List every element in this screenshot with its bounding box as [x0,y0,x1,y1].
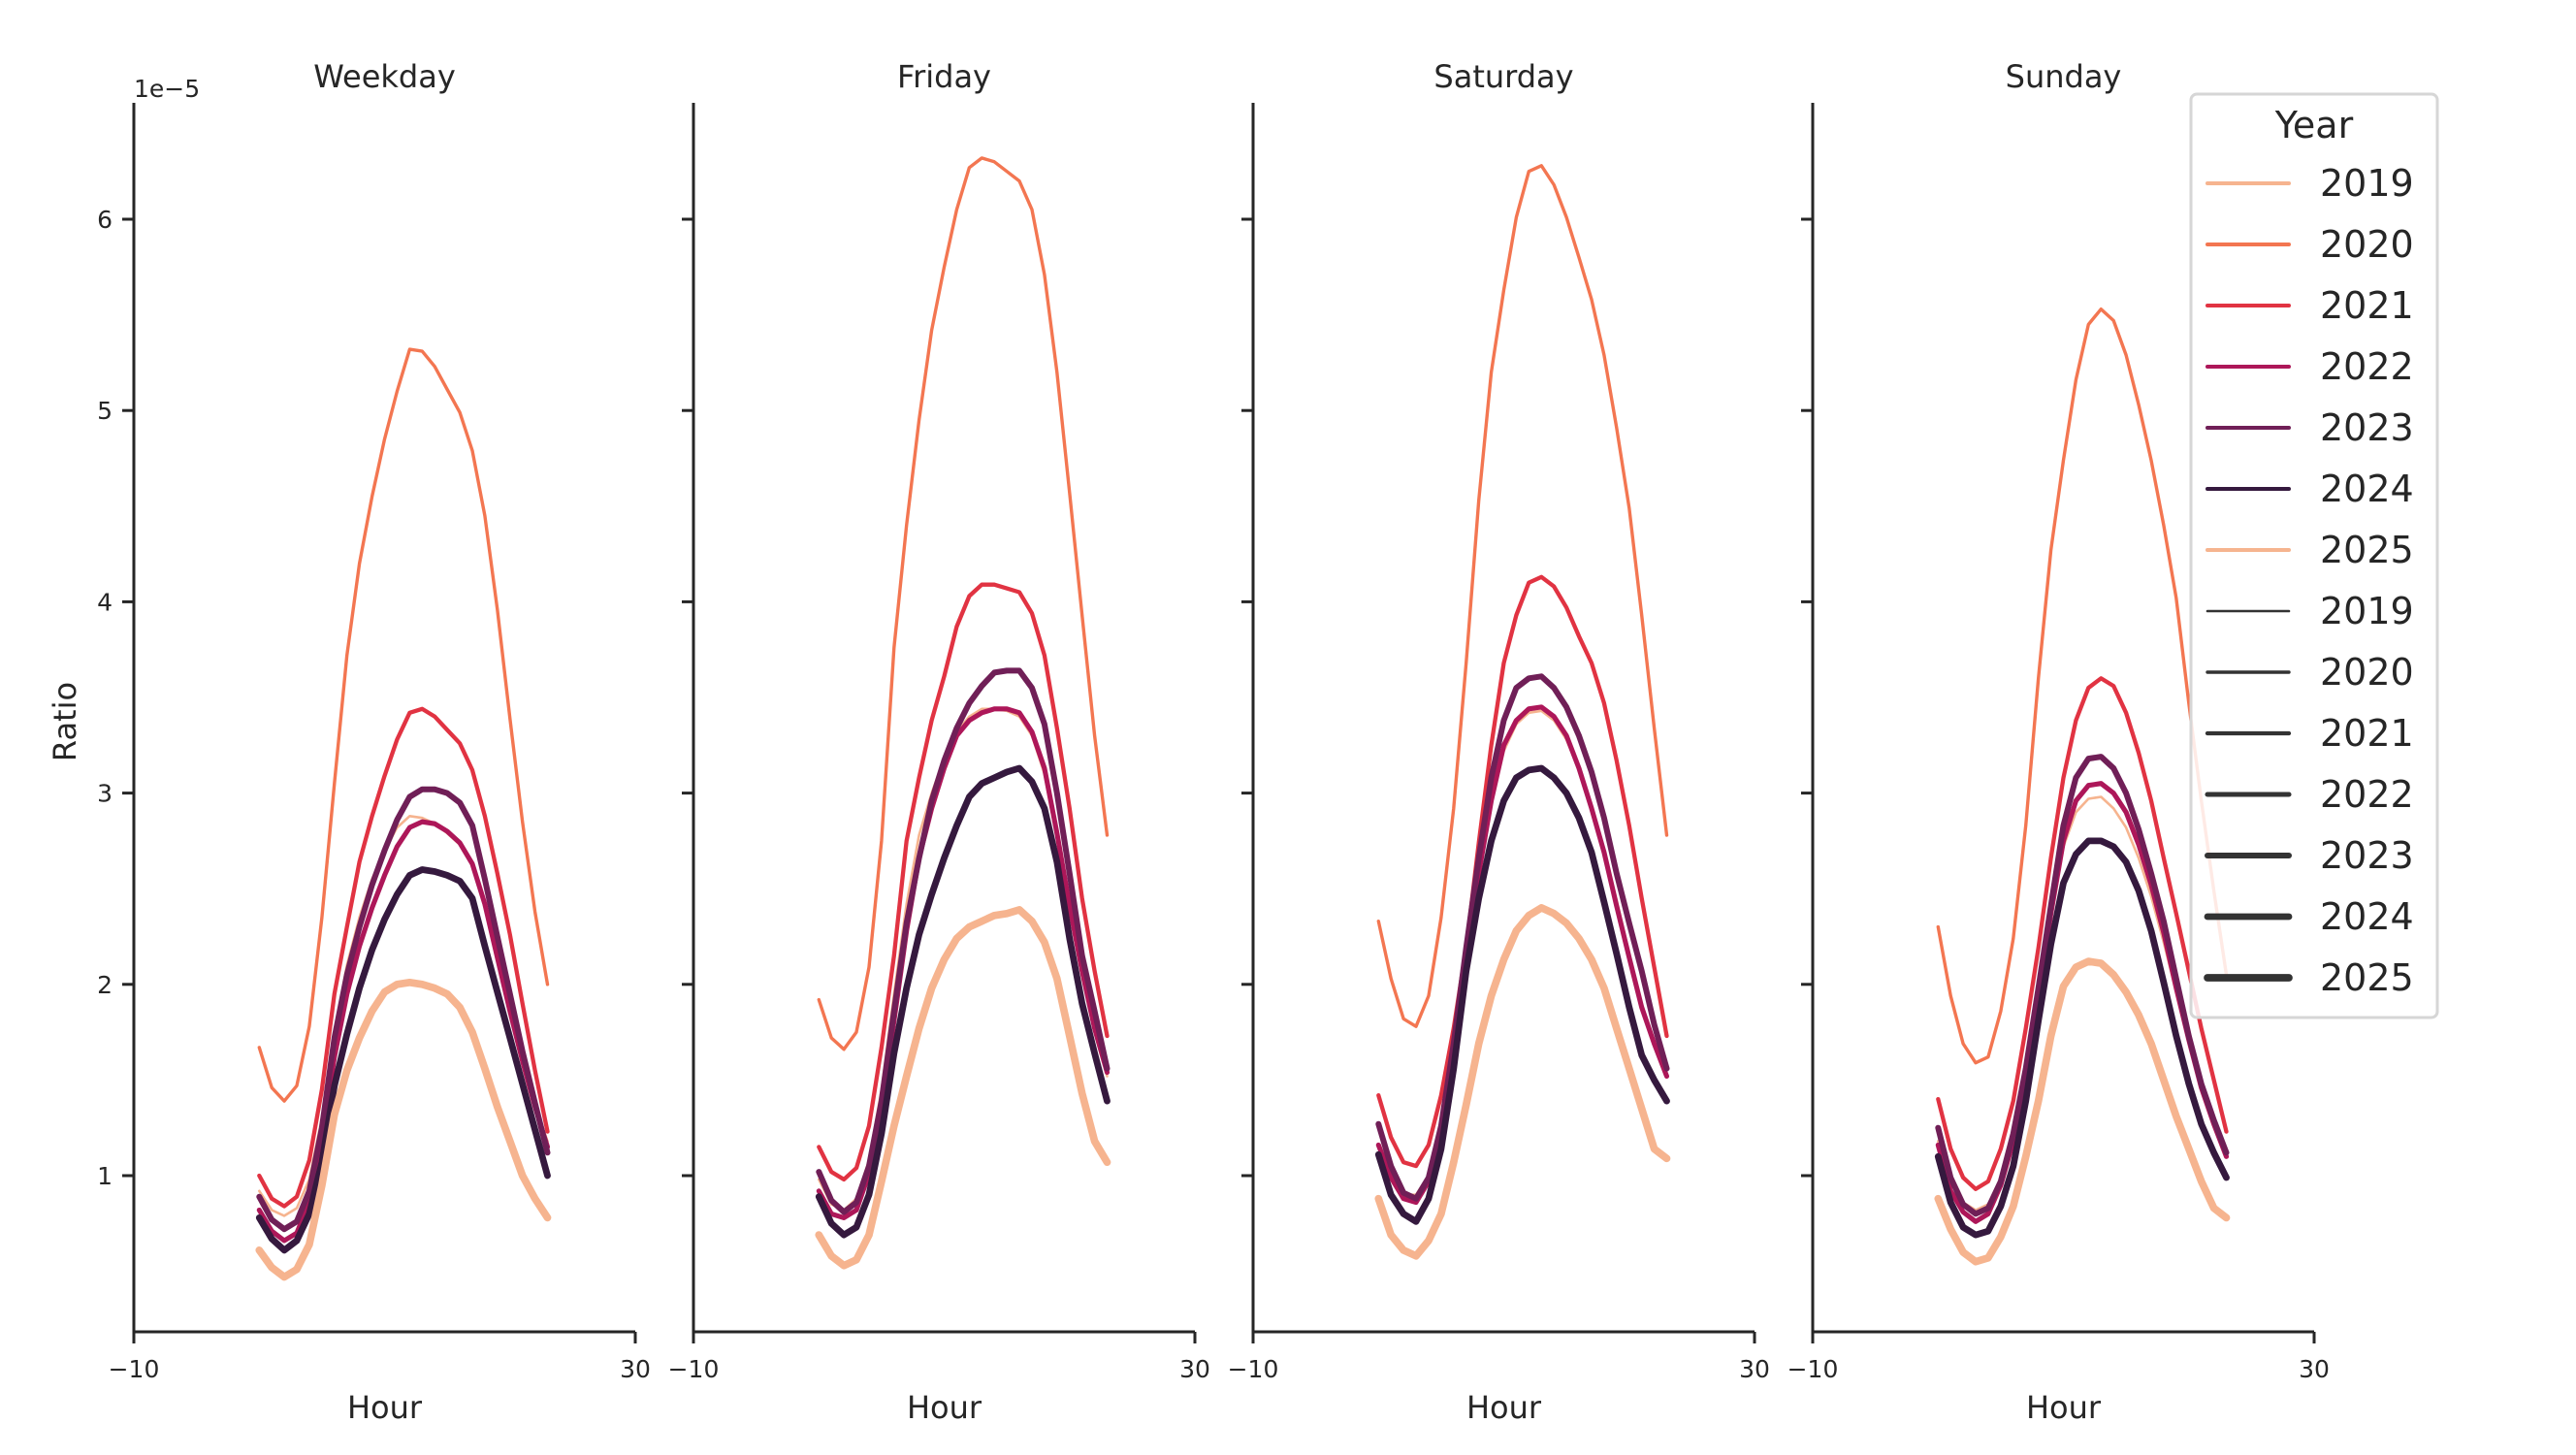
y-offset-label: 1e−5 [134,75,200,103]
series-line-2022 [256,819,551,1244]
series-line-2021 [1936,676,2229,1191]
series-line-2024 [815,764,1111,1239]
x-tick-label: 30 [1739,1355,1770,1383]
y-tick-label: 4 [97,588,113,616]
legend-label: 2020 [2320,651,2414,694]
x-tick-label: −10 [668,1355,720,1383]
x-tick-label: 30 [2299,1355,2330,1383]
legend-label: 2020 [2320,223,2414,266]
x-tick-label: 30 [1179,1355,1210,1383]
legend-frame [2189,92,2439,1019]
panel-title: Weekday [313,58,456,95]
series-line-2023 [816,667,1111,1215]
x-tick-label: −10 [1787,1355,1839,1383]
legend-label: 2025 [2320,529,2414,571]
series-line-2020 [1376,164,1669,1028]
panel-title: Sunday [2006,58,2122,95]
series-line-2025 [1934,957,2231,1266]
panel-friday: Friday −10 30 Hour [668,58,1210,1426]
panel-saturday: Saturday −10 30 Hour [1228,58,1770,1426]
series-line-2020 [817,156,1110,1051]
x-axis-label: Hour [907,1389,982,1426]
y-tick-label: 2 [97,971,113,999]
x-tick-label: −10 [1228,1355,1279,1383]
legend-label: 2023 [2320,834,2414,877]
series-line-2024 [1934,837,2230,1239]
panel-sunday: Sunday −10 30 Hour [1787,58,2330,1426]
legend-label: 2025 [2320,956,2414,999]
series-line-2020 [1936,307,2229,1065]
series-line-2021 [1376,574,1669,1169]
x-tick-label: −10 [109,1355,160,1383]
series-line-2021 [817,582,1110,1182]
legend-label: 2019 [2320,590,2414,632]
y-tick-label: 5 [97,397,113,425]
panel-title: Friday [897,58,991,95]
legend-label: 2021 [2320,712,2414,755]
series-line-2025 [815,906,1111,1270]
legend-label: 2023 [2320,406,2414,449]
x-axis-label: Hour [2026,1389,2102,1426]
panel-title: Saturday [1433,58,1573,95]
series-line-2021 [257,706,550,1209]
legend-label: 2024 [2320,468,2414,510]
series-line-2024 [1374,764,1670,1225]
legend-label: 2021 [2320,284,2414,327]
legend-title: Year [2274,104,2354,146]
series-line-2025 [255,978,552,1281]
series-line-2023 [256,786,551,1233]
series-line-2020 [257,347,550,1103]
y-tick-label: 3 [97,780,113,808]
y-axis-label: Ratio [47,682,83,761]
y-tick-label: 1 [97,1162,113,1190]
legend-label: 2024 [2320,895,2414,938]
legend-label: 2022 [2320,773,2414,816]
legend-label: 2022 [2320,345,2414,388]
series-line-2023 [1375,673,1670,1202]
x-axis-label: Hour [1466,1389,1542,1426]
legend-label: 2019 [2320,162,2414,205]
y-tick-label: 6 [97,206,113,234]
x-axis-label: Hour [347,1389,423,1426]
panel-weekday: Weekday 1 2 3 4 5 6 −10 30 Hour [97,58,651,1426]
series-line-2023 [1935,754,2230,1217]
series-line-2025 [1374,904,1671,1260]
series-line-2019 [1377,709,1668,1196]
x-tick-label: 30 [620,1355,651,1383]
series-line-2022 [1375,704,1670,1206]
legend: Year 2019 2020 2021 2022 2023 2024 2025 2019 2020… [2189,92,2439,1019]
series-line-2024 [255,866,551,1254]
